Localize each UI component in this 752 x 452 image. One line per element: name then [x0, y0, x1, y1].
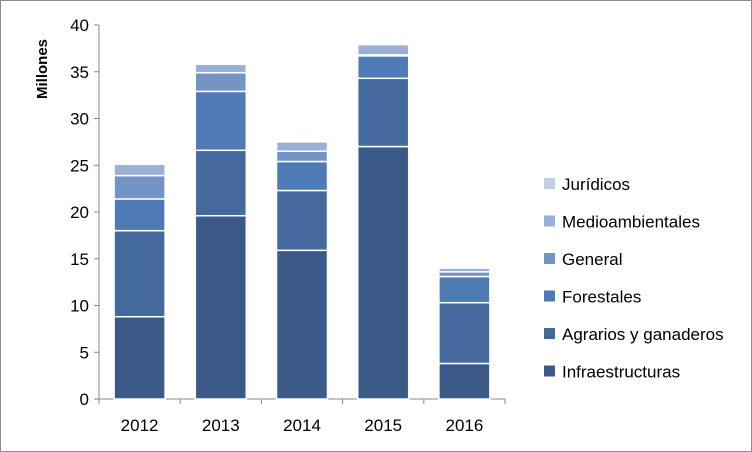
legend-label: Infraestructuras [562, 363, 680, 382]
bar-segment [113, 174, 166, 200]
y-tick-label: 5 [80, 343, 89, 362]
bar-segment [275, 141, 329, 152]
legend-swatch [544, 328, 555, 339]
bar-segment [438, 362, 491, 400]
bar-segment [194, 149, 248, 217]
x-tick-label: 2014 [283, 416, 321, 435]
y-tick-label: 40 [70, 16, 89, 35]
bar-segment [194, 214, 248, 400]
bar-segment [194, 90, 248, 152]
bar-segment [438, 301, 491, 365]
legend-swatch [544, 215, 555, 227]
legend-label: General [562, 250, 622, 269]
y-tick-label: 20 [70, 203, 89, 222]
y-tick-label: 30 [70, 110, 89, 129]
bar-segment [356, 77, 410, 148]
legend-label: Forestales [562, 288, 641, 307]
bar-segment [275, 189, 329, 252]
legend-swatch [544, 290, 555, 302]
bar-segment [194, 63, 248, 74]
bar-segment [275, 150, 329, 163]
bar-segment [113, 315, 166, 400]
x-tick-label: 2012 [121, 416, 159, 435]
bar-segment [356, 145, 410, 400]
bar-segment [113, 198, 166, 232]
legend-label: Jurídicos [562, 175, 630, 194]
bar-segment [275, 160, 329, 192]
y-tick-label: 35 [70, 63, 89, 82]
legend-swatch [544, 178, 555, 189]
bar-segment [356, 43, 410, 56]
bar-segment [438, 275, 491, 304]
legend-swatch [544, 365, 555, 377]
legend-swatch [544, 253, 555, 264]
y-tick-label: 15 [70, 250, 89, 269]
y-axis-label: Millones [34, 39, 51, 99]
bar-segment [275, 249, 329, 400]
legend-label: Medioambientales [562, 213, 700, 232]
x-tick-label: 2013 [202, 416, 240, 435]
bar-segment [113, 229, 166, 318]
x-tick-label: 2016 [445, 416, 483, 435]
y-tick-label: 25 [70, 156, 89, 175]
bar-segment [113, 163, 166, 177]
y-tick-label: 10 [70, 297, 89, 316]
bar-segment [438, 267, 491, 273]
legend-label: Agrarios y ganaderos [562, 325, 724, 344]
x-tick-label: 2015 [364, 416, 402, 435]
bar-segment [356, 55, 410, 80]
bar-segment [194, 71, 248, 93]
y-tick-label: 0 [80, 390, 89, 409]
